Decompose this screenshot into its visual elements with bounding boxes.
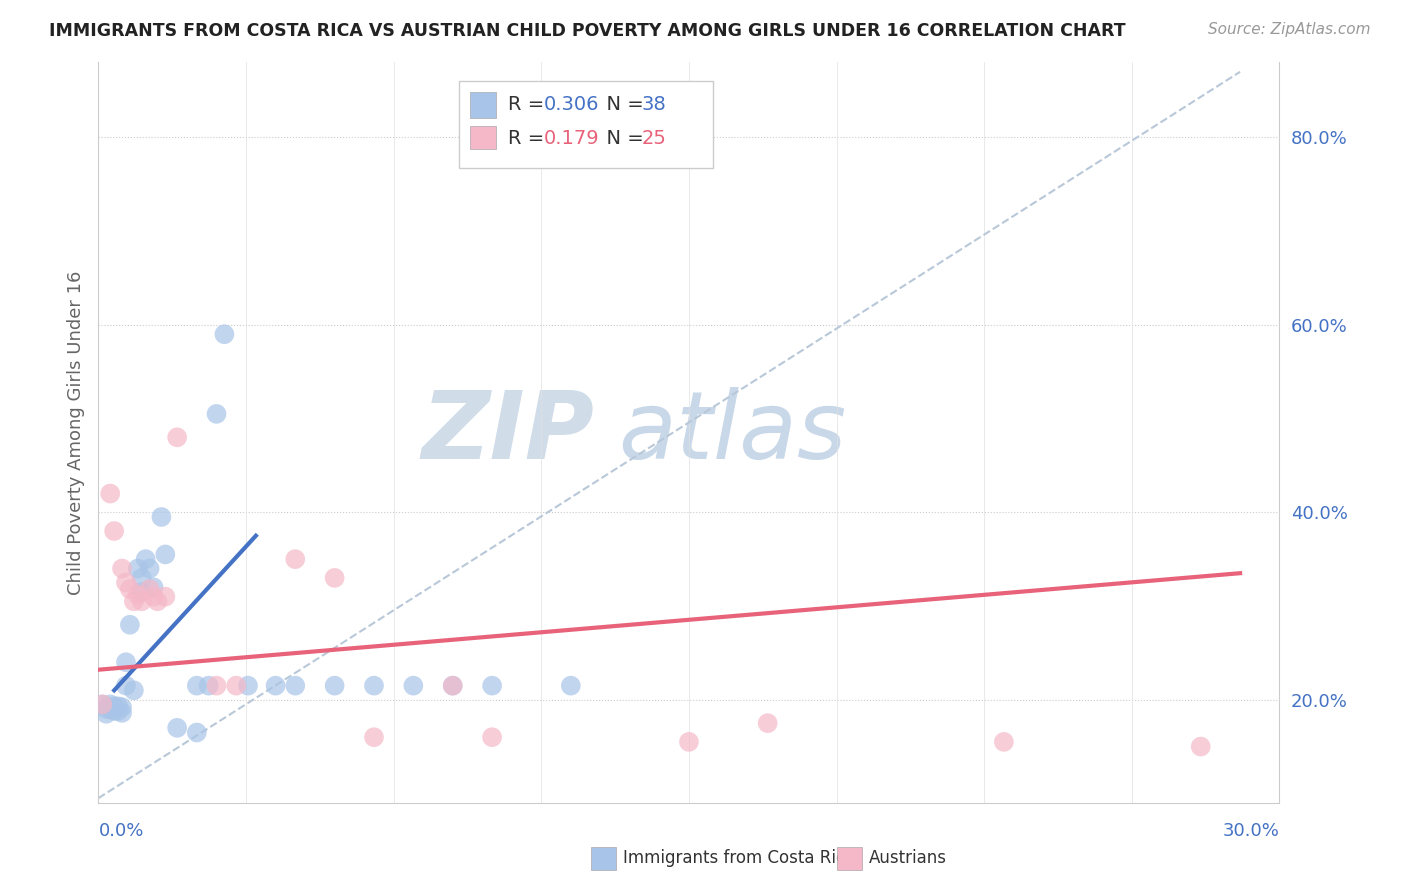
Point [138, 582, 160, 596]
Text: 0.306: 0.306 [544, 95, 599, 114]
Point [122, 683, 145, 698]
Text: atlas: atlas [619, 387, 846, 478]
Point [284, 679, 307, 693]
Text: ZIP: ZIP [422, 386, 595, 479]
Point [131, 571, 153, 585]
Point [236, 679, 259, 693]
Point [127, 561, 149, 575]
Point [107, 704, 129, 718]
Point [96, 702, 118, 716]
Point [264, 679, 287, 693]
Point [98, 702, 121, 716]
Point [323, 679, 346, 693]
Point [197, 679, 219, 693]
Point [186, 679, 208, 693]
Point [118, 617, 141, 632]
Point [96, 706, 118, 721]
Y-axis label: Child Poverty Among Girls Under 16: Child Poverty Among Girls Under 16 [66, 270, 84, 595]
Point [166, 721, 188, 735]
Text: 30.0%: 30.0% [1223, 822, 1279, 839]
Text: 25: 25 [641, 129, 666, 148]
Text: 0.0%: 0.0% [98, 822, 143, 839]
Point [107, 699, 129, 714]
Point [155, 590, 177, 604]
Point [91, 698, 114, 712]
Point [122, 594, 145, 608]
Point [441, 679, 464, 693]
Point [146, 594, 169, 608]
Point [115, 679, 138, 693]
Point [284, 552, 307, 566]
Point [115, 655, 138, 669]
Point [756, 716, 779, 731]
Point [118, 582, 141, 596]
Point [214, 327, 236, 342]
Point [138, 561, 160, 575]
Text: 38: 38 [641, 95, 666, 114]
Point [131, 585, 153, 599]
Text: Austrians: Austrians [869, 849, 946, 867]
Point [103, 524, 125, 538]
Point [225, 679, 247, 693]
Point [993, 735, 1015, 749]
Point [111, 561, 134, 575]
Point [678, 735, 700, 749]
Point [131, 594, 153, 608]
Point [91, 698, 114, 712]
FancyBboxPatch shape [471, 126, 496, 149]
Point [205, 679, 228, 693]
Point [142, 580, 165, 594]
Text: IMMIGRANTS FROM COSTA RICA VS AUSTRIAN CHILD POVERTY AMONG GIRLS UNDER 16 CORREL: IMMIGRANTS FROM COSTA RICA VS AUSTRIAN C… [49, 22, 1126, 40]
Point [363, 679, 385, 693]
Point [166, 430, 188, 444]
Point [111, 706, 134, 720]
Point [481, 679, 503, 693]
Text: N =: N = [595, 95, 651, 114]
Text: R =: R = [508, 129, 557, 148]
Point [155, 548, 177, 562]
Text: N =: N = [595, 129, 651, 148]
Point [205, 407, 228, 421]
Point [441, 679, 464, 693]
Point [142, 590, 165, 604]
Text: R =: R = [508, 95, 551, 114]
Point [103, 704, 125, 718]
Point [402, 679, 425, 693]
Point [186, 725, 208, 739]
Point [103, 699, 125, 714]
Point [98, 486, 121, 500]
FancyBboxPatch shape [458, 81, 713, 169]
Text: Immigrants from Costa Rica: Immigrants from Costa Rica [623, 849, 855, 867]
Point [127, 588, 149, 602]
Text: 0.179: 0.179 [544, 129, 599, 148]
Point [98, 698, 121, 712]
Point [481, 730, 503, 744]
Point [560, 679, 582, 693]
Point [115, 575, 138, 590]
Point [363, 730, 385, 744]
Point [135, 552, 157, 566]
Text: Source: ZipAtlas.com: Source: ZipAtlas.com [1208, 22, 1371, 37]
Point [150, 510, 173, 524]
Point [323, 571, 346, 585]
FancyBboxPatch shape [471, 92, 496, 118]
Point [1189, 739, 1212, 754]
Point [111, 700, 134, 714]
